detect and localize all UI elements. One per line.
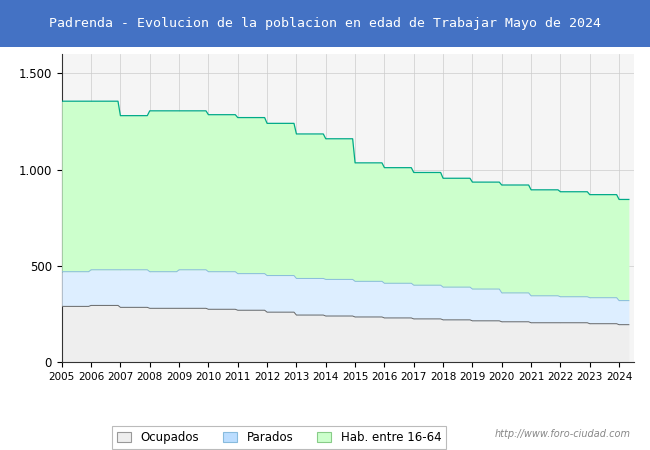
Legend: Ocupados, Parados, Hab. entre 16-64: Ocupados, Parados, Hab. entre 16-64 — [112, 427, 446, 449]
Text: http://www.foro-ciudad.com: http://www.foro-ciudad.com — [495, 429, 630, 439]
Text: Padrenda - Evolucion de la poblacion en edad de Trabajar Mayo de 2024: Padrenda - Evolucion de la poblacion en … — [49, 17, 601, 30]
